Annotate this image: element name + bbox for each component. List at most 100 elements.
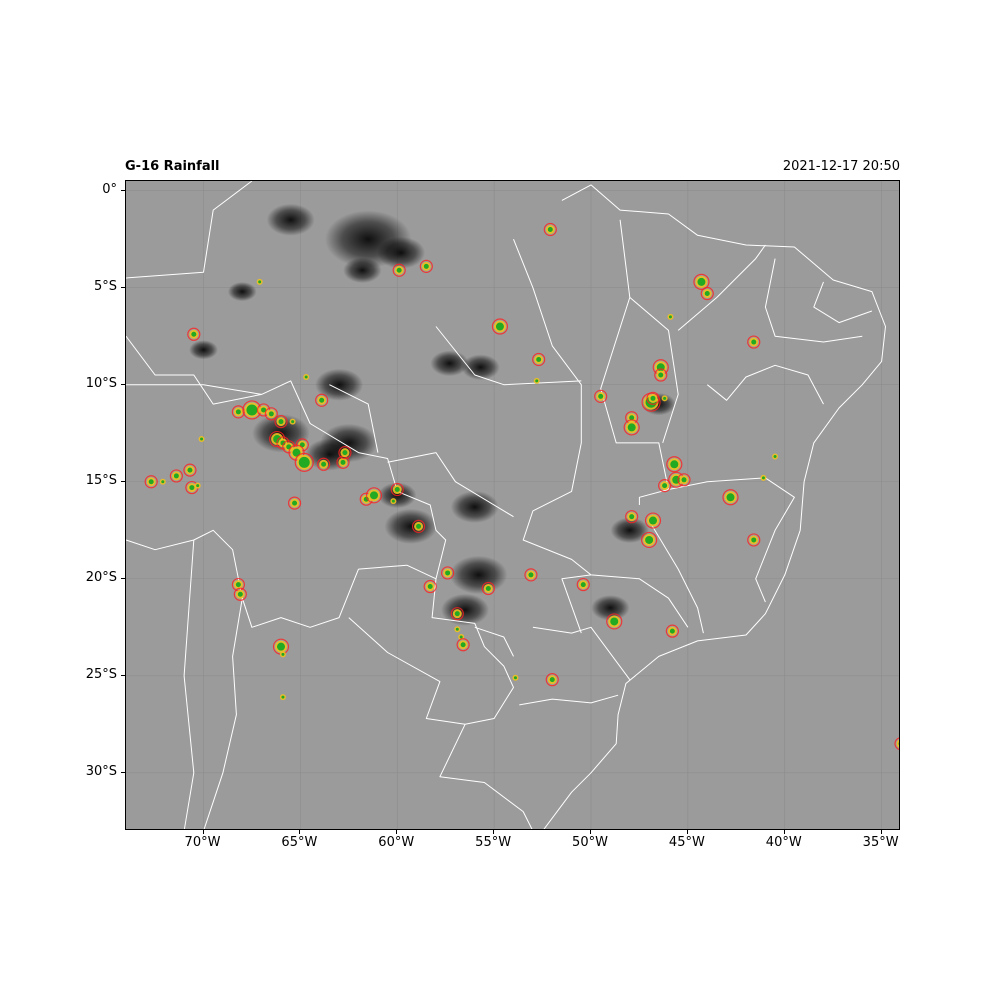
rain-marker-59 [641,531,658,549]
border-line-15 [706,364,824,405]
rain-marker-17 [646,391,660,405]
rain-marker-58 [644,512,662,529]
rain-marker-47 [390,482,404,497]
border-line-17 [813,281,873,324]
border-line-8 [600,219,669,505]
border-line-11 [126,384,262,395]
border-line-18 [668,477,795,603]
rain-marker-3 [256,278,263,285]
x-tick-label-2: 60°W [378,835,415,850]
timestamp: 2021-12-17 20:50 [782,159,900,174]
rain-marker-57 [625,510,639,524]
rain-marker-22 [231,405,245,419]
rain-field [189,203,676,626]
x-tick-mark-6 [783,830,785,834]
border-line-2 [358,564,437,580]
border-line-13 [629,297,679,444]
rain-marker-39 [169,469,183,483]
x-tick-label-1: 65°W [281,835,318,850]
border-line-0 [126,181,253,279]
rain-marker-52 [677,473,691,487]
rain-cell-18 [227,281,257,302]
political-borders [126,181,886,829]
rain-marker-56 [722,489,739,506]
y-tick-mark-2 [121,383,125,385]
border-line-16 [764,258,863,343]
y-tick-label-4: 20°S [85,569,117,585]
rain-marker-1 [392,263,406,277]
x-tick-mark-5 [686,830,688,834]
rain-marker-25 [264,407,278,421]
rain-cell-13 [461,354,500,381]
rain-marker-60 [747,533,761,547]
rain-marker-21 [315,393,329,407]
gridlines [126,181,899,829]
border-line-4 [183,539,195,829]
rain-marker-44 [287,496,302,510]
rain-marker-41 [159,478,166,485]
y-tick-label-2: 10°S [85,375,117,391]
border-line-22 [648,520,704,634]
y-tick-label-3: 15°S [85,472,117,488]
rain-marker-65 [576,577,590,592]
rain-cell-15 [610,517,649,544]
x-tick-mark-2 [396,830,398,834]
rain-marker-62 [524,568,538,582]
rain-marker-50 [666,456,683,473]
rain-marker-27 [289,418,296,425]
rain-marker-48 [390,498,397,505]
border-line-12 [387,452,514,518]
rain-marker-34 [294,452,314,472]
rain-cell-markers [144,222,899,750]
rain-marker-28 [198,436,205,443]
rain-marker-15 [594,389,608,403]
border-line-20 [519,694,619,706]
rain-marker-49 [411,519,426,533]
rain-marker-5 [532,352,546,367]
y-tick-mark-6 [121,771,125,773]
rain-marker-26 [274,414,288,429]
rain-marker-10 [700,286,714,301]
rain-marker-67 [233,587,247,601]
border-line-9 [435,326,582,386]
rain-marker-76 [512,674,519,681]
rain-cell-2 [377,236,426,269]
rain-marker-37 [338,446,352,460]
rain-marker-35 [317,457,331,471]
rain-marker-63 [481,581,495,596]
rain-marker-7 [303,373,310,380]
y-tick-label-1: 5°S [93,278,117,294]
chart-title: G-16 Rainfall [125,159,220,174]
rain-marker-8 [533,377,540,384]
y-tick-mark-1 [121,286,125,288]
rain-marker-73 [456,638,470,652]
rain-cell-19 [189,340,218,360]
x-tick-label-3: 55°W [475,835,512,850]
rain-marker-78 [279,694,286,701]
rain-marker-53 [658,479,672,493]
y-tick-label-0: 0° [102,181,117,197]
x-tick-label-0: 70°W [184,835,221,850]
rain-marker-14 [654,368,668,382]
rain-marker-43 [194,482,201,489]
rain-marker-38 [183,463,197,477]
y-tick-mark-5 [121,674,125,676]
rain-cell-11 [449,555,508,595]
rain-marker-46 [365,487,383,504]
rain-cell-17 [591,595,630,621]
rain-cell-1 [266,203,315,236]
border-line-21 [474,626,514,657]
rain-marker-4 [491,318,509,335]
rain-marker-6 [187,327,201,341]
border-line-19 [532,626,631,680]
rain-cell-10 [441,593,490,626]
border-line-5 [203,598,243,829]
x-tick-mark-4 [590,830,591,834]
border-line-6 [348,617,466,725]
rain-marker-11 [667,313,674,320]
rain-marker-33 [288,444,305,461]
rain-cell-12 [430,350,469,377]
y-tick-label-6: 30°S [85,763,117,779]
x-tick-label-7: 35°W [862,835,899,850]
rain-marker-0 [543,222,557,237]
